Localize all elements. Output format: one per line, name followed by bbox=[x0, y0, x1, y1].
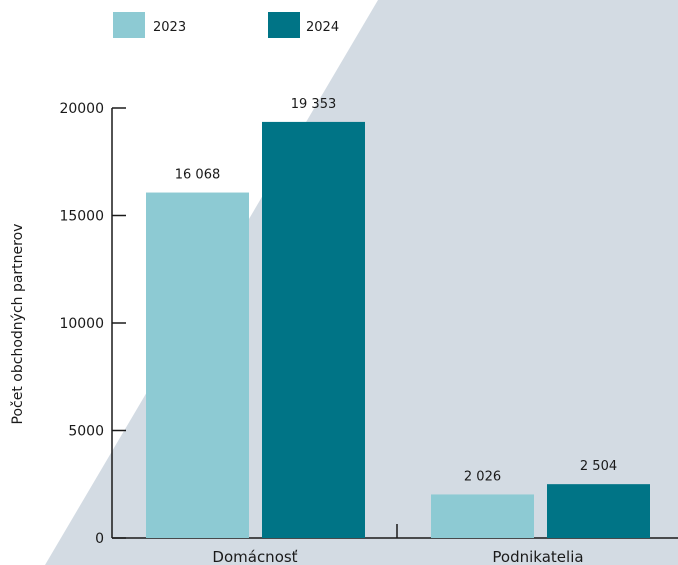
legend: 2023 2024 bbox=[113, 12, 339, 38]
y-axis-ticks: 0 5000 10000 15000 20000 bbox=[59, 101, 126, 547]
bar-2023-0 bbox=[146, 192, 249, 538]
bar-2024-0 bbox=[262, 121, 365, 539]
bar-2024-1 bbox=[547, 484, 650, 538]
bars bbox=[146, 121, 650, 539]
y-tick-label: 15000 bbox=[59, 209, 104, 225]
y-tick-label: 5000 bbox=[68, 424, 104, 440]
legend-label-2024: 2024 bbox=[306, 20, 339, 35]
legend-label-2023: 2023 bbox=[153, 20, 186, 35]
category-label-podnikatelia: Podnikatelia bbox=[492, 548, 583, 565]
legend-swatch-2024 bbox=[268, 12, 300, 38]
category-label-domacnost: Domácnosť bbox=[212, 548, 297, 565]
data-label-2024-0: 19 353 bbox=[291, 97, 337, 112]
y-axis-title: Počet obchodných partnerov bbox=[10, 224, 26, 425]
data-label-2023-0: 16 068 bbox=[175, 168, 221, 183]
data-labels: 16 068 19 353 2 026 2 504 bbox=[175, 97, 617, 485]
y-tick-label: 10000 bbox=[59, 316, 104, 332]
bar-2023-1 bbox=[431, 494, 534, 538]
y-tick-label: 0 bbox=[95, 531, 104, 547]
y-tick-label: 20000 bbox=[59, 101, 104, 117]
legend-swatch-2023 bbox=[113, 12, 145, 38]
data-label-2024-1: 2 504 bbox=[580, 459, 617, 474]
data-label-2023-1: 2 026 bbox=[464, 469, 501, 484]
